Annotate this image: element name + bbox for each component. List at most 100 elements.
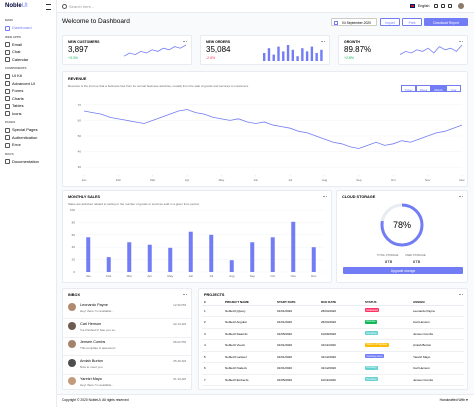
table-cell: Carl Henson [413, 366, 430, 370]
revenue-card: REVENUE Revenue is the income that a busi… [62, 71, 468, 187]
x-tick-label: Feb [116, 178, 122, 182]
header-button-label: Print [408, 21, 416, 25]
sidebar-item[interactable]: Advanced UI [12, 80, 35, 86]
x-tick-label: Oct [270, 274, 275, 278]
menu-dots[interactable] [183, 41, 187, 43]
sidebar-item[interactable]: Icons [12, 110, 22, 116]
menu-dots[interactable] [459, 41, 463, 43]
table-cell: 26/04/2020 [321, 308, 337, 313]
table-cell: 2 [204, 320, 206, 324]
sparkline [123, 44, 187, 57]
sidebar-item[interactable]: Dashboard [12, 25, 32, 30]
sidebar-item[interactable]: Chat [12, 49, 21, 54]
header-rule [202, 305, 464, 306]
sidebar-item[interactable]: Documentation [12, 158, 39, 164]
storage-used-label: USED STORAGE [405, 254, 426, 257]
avatar[interactable] [458, 3, 464, 9]
sidebar-item[interactable]: Email [12, 41, 23, 47]
card-description: Sales are activities related to selling … [68, 202, 200, 206]
status-badge: Pending [365, 377, 378, 382]
table-cell: 10/09/2020 [321, 331, 337, 336]
message[interactable]: Leonardo Payne Hey! there I'm available..… [63, 300, 191, 319]
sidebar-toggle[interactable] [46, 4, 51, 10]
date-picker[interactable]: 04 September 2020 [331, 18, 377, 26]
table-cell: Amiah Burton [413, 343, 432, 347]
bar [311, 247, 316, 272]
status-badge: Work in Progress [365, 342, 389, 347]
range-tab[interactable]: Year [446, 85, 461, 92]
x-tick-label: Apr [147, 274, 152, 278]
sidebar-item[interactable]: Tables [12, 103, 24, 108]
message-avatar [68, 358, 76, 367]
bar [147, 244, 152, 272]
sidebar-icon [5, 88, 10, 94]
sidebar-icon [5, 73, 10, 79]
table-cell: Carl Henson [413, 320, 430, 324]
row-rule [202, 339, 464, 340]
message[interactable]: Carl Henson I've finished it! See you so.… [63, 319, 191, 338]
menu-dots[interactable] [459, 294, 463, 296]
upgrade-button[interactable]: Upgrade storage [343, 267, 463, 274]
spark-bar [315, 53, 318, 61]
y-tick-label: 60 [72, 233, 76, 237]
message[interactable]: Jensen Combs This template is awesome! 08.… [63, 337, 191, 356]
header-button[interactable]: Print [402, 18, 422, 26]
upgrade-button-label: Upgrade storage [390, 268, 416, 273]
projects-card: PROJECTS # PROJECT NAME START DATE DUE DATE S… [198, 288, 468, 390]
y-tick-label: 20 [72, 258, 76, 262]
message-icon[interactable] [448, 4, 452, 8]
inbox-card: INBOX Leonardo Payne Hey! there I'm availa… [62, 288, 192, 390]
menu-dots[interactable] [323, 196, 327, 198]
language[interactable]: English [418, 4, 430, 8]
header-button[interactable]: Download Report [424, 18, 468, 26]
y-tick-label: 60 [78, 118, 82, 122]
table-cell: NobleUI Angular [225, 320, 247, 324]
app-icon[interactable] [434, 4, 438, 8]
range-tab[interactable]: Month [431, 85, 446, 92]
sidebar-icon [5, 42, 10, 47]
message[interactable]: Amiah Burton Nice to meet you 05.49 AM [63, 356, 191, 375]
stat-change: +2.8% [344, 56, 355, 60]
table-cell: NobleUI jQuery [225, 308, 246, 313]
row-rule [202, 316, 464, 317]
menu-dots[interactable] [459, 196, 463, 198]
message[interactable]: Yaretzi Mayo Hey! there I'm available... 0… [63, 374, 191, 392]
table-cell: 6 [204, 366, 206, 370]
sidebar-icon [5, 25, 10, 31]
range-tab[interactable]: Today [401, 85, 416, 92]
sidebar-item[interactable]: Special Pages [12, 127, 38, 132]
table-cell: Jensen Combs [413, 377, 434, 382]
stat-card: NEW CUSTOMERS 3,897 +3.3% [62, 35, 192, 65]
sidebar-item[interactable]: Calendar [12, 56, 29, 62]
message-name: Carl Henson [80, 321, 102, 326]
x-tick-label: Mar [150, 178, 155, 182]
spark-bar [282, 51, 285, 61]
sidebar-icon [5, 142, 10, 148]
revenue-chart: 30 40 50 60 70 Jan Feb Mar Apr May Jun Jul Aug Sep Oct… [78, 103, 466, 182]
menu-dots[interactable] [321, 41, 325, 43]
column-header: START DATE [277, 300, 296, 304]
message-text: Hey! there I'm available... [80, 309, 114, 313]
y-tick-label: 40 [78, 150, 82, 154]
x-tick-label: May [219, 178, 225, 182]
menu-dots[interactable] [183, 294, 187, 296]
sidebar-item[interactable]: Error [12, 142, 21, 147]
sidebar-item[interactable]: Authentication [12, 134, 38, 140]
sidebar-item[interactable]: UI Kit [12, 73, 22, 78]
spark-bar [320, 49, 323, 61]
table-cell: 01/05/2020 [277, 377, 293, 382]
sidebar-item[interactable]: Charts [12, 95, 24, 101]
sidebar-item[interactable]: Forms [12, 88, 24, 93]
x-tick-label: Aug [322, 178, 328, 182]
storage-gauge: 78% [380, 203, 424, 247]
message-time: 12.30 PM [173, 303, 186, 307]
header-button[interactable]: Import [380, 18, 400, 26]
notification-icon[interactable] [441, 4, 445, 8]
storage-used: 6TB [413, 259, 421, 264]
sidebar-icon [5, 127, 10, 133]
message-name: Jensen Combs [80, 340, 106, 344]
stat-title: NEW CUSTOMERS [68, 40, 100, 44]
spark-bar [286, 45, 290, 61]
search-input[interactable]: Search here... [69, 4, 95, 9]
range-tab[interactable]: Week [416, 85, 431, 92]
